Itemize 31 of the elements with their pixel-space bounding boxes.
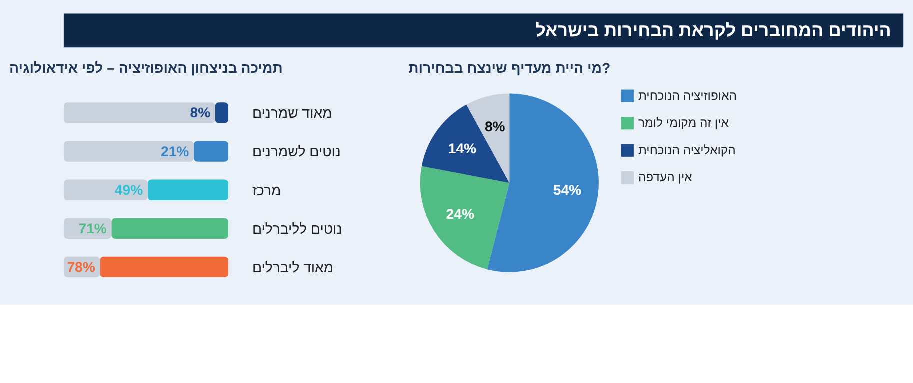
data-label: 8% (484, 118, 506, 134)
data-label: 24% (446, 206, 475, 222)
y-tick-label: נוטים לשמרנים (252, 144, 341, 160)
data-label: 14% (448, 140, 478, 156)
y-tick-label: מאוד ליברלים (252, 259, 334, 276)
y-tick-label: מרכז (252, 182, 282, 198)
data-label: 71% (78, 220, 108, 236)
pie-slice (422, 104, 510, 184)
legend-label: אין העדפה (638, 170, 693, 185)
legend-label: האופוזיציה הנוכחית (638, 88, 738, 103)
bar (64, 102, 216, 124)
y-tick-label: נוטים לליברלים (252, 220, 342, 237)
y-tick-label: מאוד שמרנים (252, 105, 332, 122)
text: היהודים המחוברים לקראת הבחירות בישראל (536, 20, 892, 40)
data-label: 21% (161, 143, 190, 160)
pie-slice (487, 94, 599, 272)
data-label: 54% (553, 182, 582, 198)
bar (112, 218, 228, 240)
pie-slice (420, 166, 510, 270)
chart-title: תמיכה בניצחון האופוזיציה – לפי אידאולוגיה (10, 60, 283, 76)
bar (215, 102, 228, 124)
bar (100, 256, 228, 278)
legend-label: הקואליציה הנוכחית (638, 143, 736, 158)
legend-label: אין זה מקומי לומר (638, 116, 730, 130)
bar (194, 141, 228, 162)
chart-title: מי היית מעדיף שינצח בבחירות? (408, 60, 611, 76)
data-label: 78% (67, 258, 96, 275)
data-label: 8% (190, 104, 212, 121)
bar (64, 141, 194, 162)
bar (148, 180, 228, 200)
data-label: 49% (114, 182, 144, 198)
